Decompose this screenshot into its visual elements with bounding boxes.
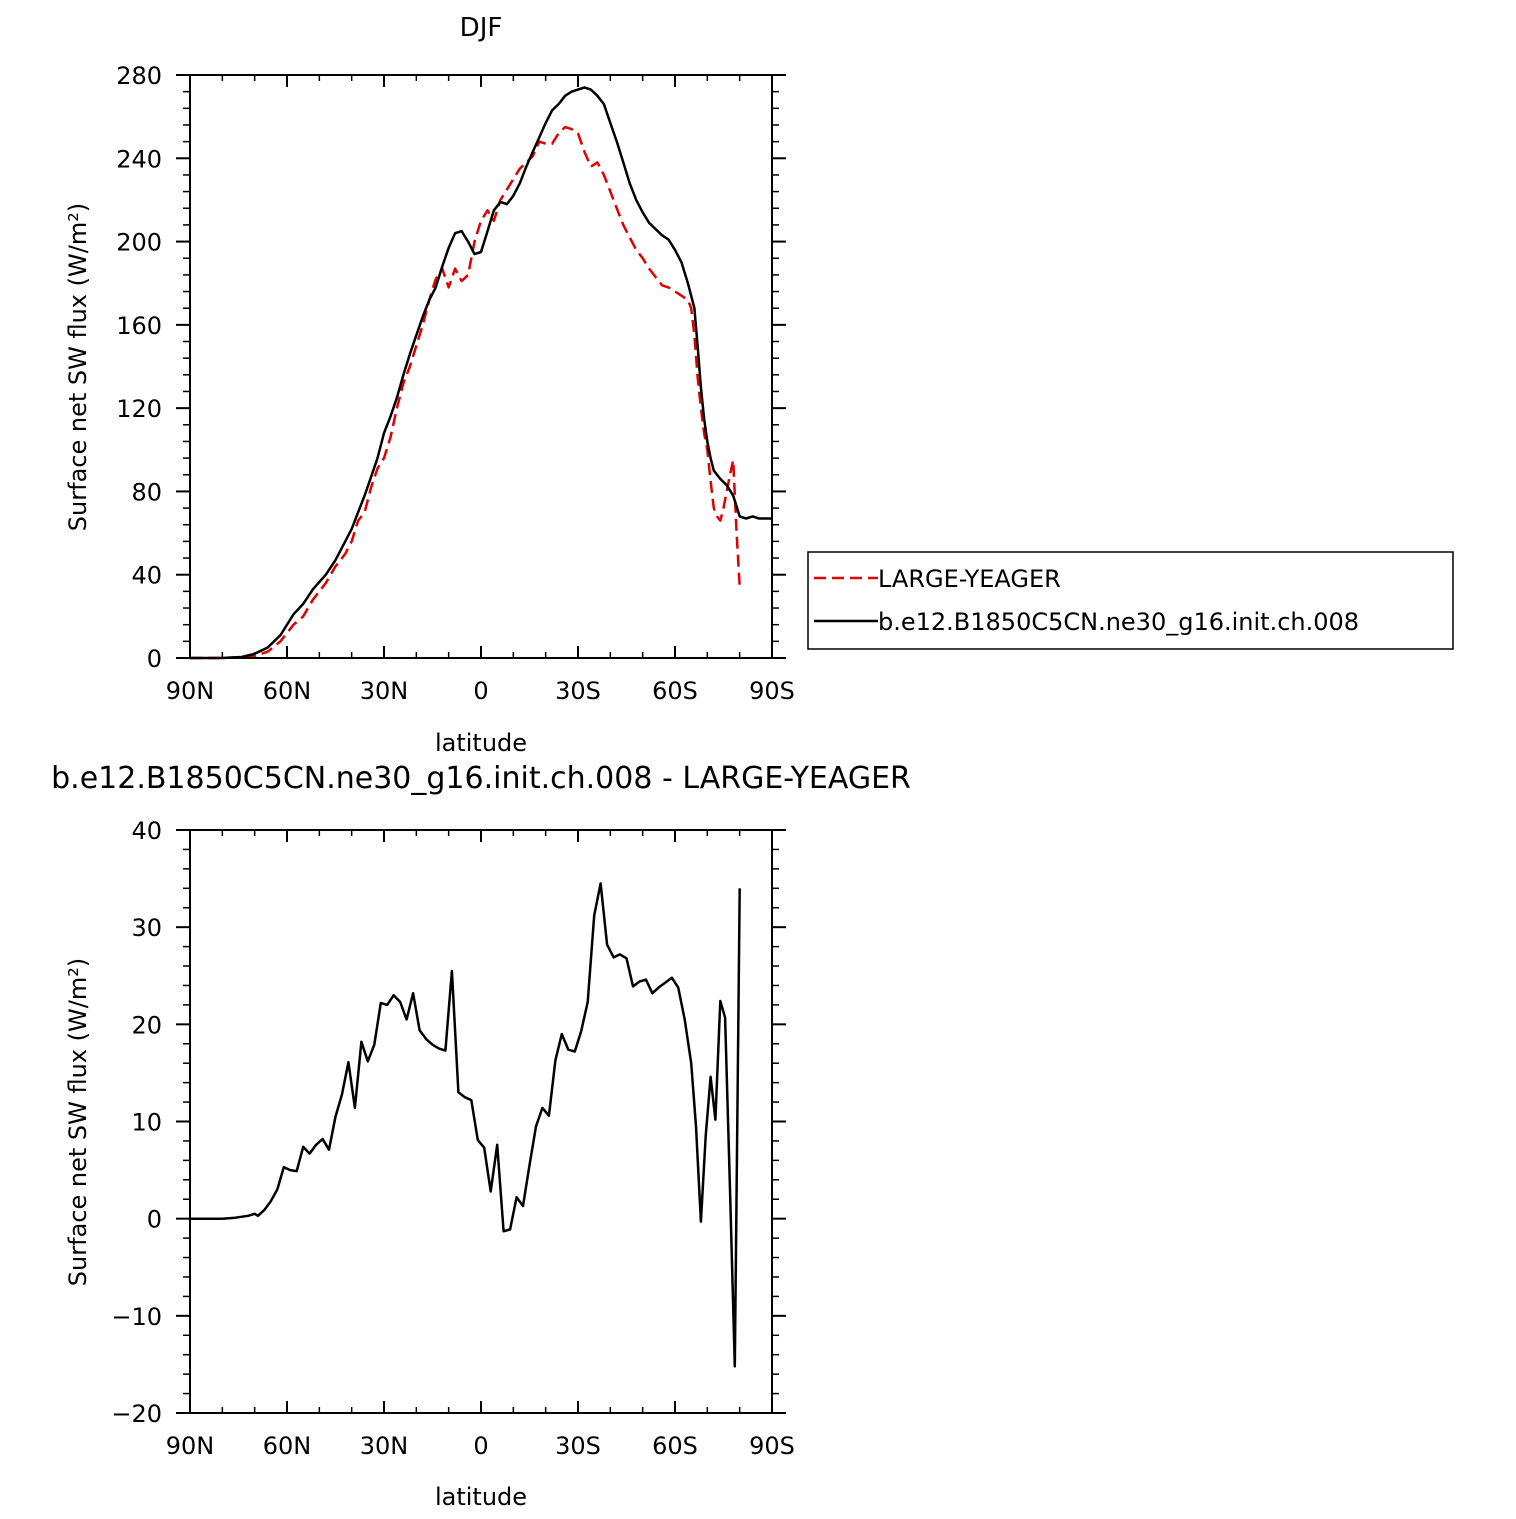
top-y-tick-label: 0 — [147, 645, 162, 673]
top-y-tick-label: 200 — [116, 229, 162, 257]
top-plot-frame — [189, 74, 773, 659]
bottom-y-tick-label: 0 — [147, 1206, 162, 1234]
bottom-series-lines — [190, 882, 741, 1368]
top-x-tick-label: 30N — [360, 677, 409, 705]
top-x-tick-label: 60N — [263, 677, 312, 705]
legend-label-model: b.e12.B1850C5CN.ne30_g16.init.ch.008 — [878, 608, 1359, 636]
bottom-chart-title: b.e12.B1850C5CN.ne30_g16.init.ch.008 - L… — [51, 761, 911, 796]
top-series-lines — [190, 86, 772, 660]
top-panel: DJF Surface net SW flux (W/m²) latitude … — [64, 13, 795, 757]
legend: LARGE-YEAGER b.e12.B1850C5CN.ne30_g16.in… — [807, 551, 1454, 650]
top-chart-title: DJF — [460, 13, 503, 43]
top-axis-ticks: 90N 60N 30N 0 30S 60S 90S 0 40 80 120 160 200 240 280 — [116, 62, 795, 705]
bottom-x-tick-label: 60S — [652, 1432, 698, 1460]
bottom-x-tick-label: 90N — [166, 1432, 215, 1460]
bottom-x-tick-label: 90S — [749, 1432, 795, 1460]
bottom-x-tick-label: 30N — [360, 1432, 409, 1460]
top-y-tick-label: 120 — [116, 395, 162, 423]
top-y-axis-label: Surface net SW flux (W/m²) — [64, 203, 92, 531]
bottom-axis-ticks: 90N 60N 30N 0 30S 60S 90S −20 −10 0 10 20 30 40 — [111, 817, 795, 1460]
top-x-tick-label: 0 — [473, 677, 488, 705]
bottom-y-axis-label: Surface net SW flux (W/m²) — [64, 958, 92, 1286]
bottom-y-tick-label: −10 — [111, 1303, 162, 1331]
top-x-tick-label: 90S — [749, 677, 795, 705]
legend-box — [807, 551, 1454, 650]
bottom-y-tick-label: 10 — [131, 1109, 162, 1137]
bottom-series-line-0 — [190, 882, 741, 1368]
bottom-x-tick-label: 0 — [473, 1432, 488, 1460]
top-y-tick-label: 240 — [116, 145, 162, 173]
top-y-tick-label: 160 — [116, 312, 162, 340]
top-x-tick-label: 90N — [166, 677, 215, 705]
bottom-plot-frame — [189, 829, 773, 1414]
bottom-y-tick-label: −20 — [111, 1400, 162, 1428]
top-x-tick-label: 60S — [652, 677, 698, 705]
top-series-line-0 — [190, 125, 741, 660]
top-x-axis-label: latitude — [435, 729, 527, 757]
top-series-line-1 — [190, 86, 772, 660]
bottom-y-tick-label: 40 — [131, 817, 162, 845]
bottom-y-tick-label: 20 — [131, 1011, 162, 1039]
top-x-tick-label: 30S — [555, 677, 601, 705]
bottom-x-axis-label: latitude — [435, 1483, 527, 1511]
top-y-tick-label: 280 — [116, 62, 162, 90]
top-y-tick-label: 40 — [131, 562, 162, 590]
legend-label-large-yeager: LARGE-YEAGER — [878, 565, 1061, 593]
bottom-panel: b.e12.B1850C5CN.ne30_g16.init.ch.008 - L… — [51, 761, 911, 1511]
bottom-x-tick-label: 60N — [263, 1432, 312, 1460]
bottom-x-tick-label: 30S — [555, 1432, 601, 1460]
bottom-y-tick-label: 30 — [131, 914, 162, 942]
top-y-tick-label: 80 — [131, 478, 162, 506]
